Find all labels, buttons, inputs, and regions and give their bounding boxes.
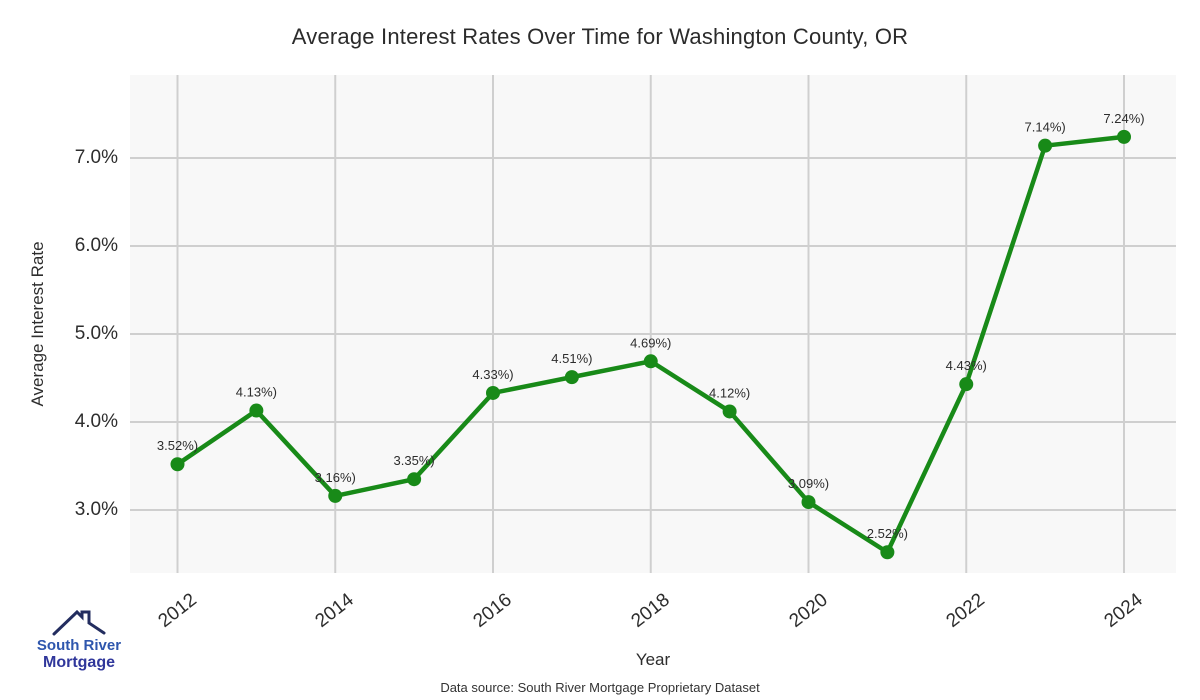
data-point-label: 3.35%) xyxy=(394,453,435,468)
data-point-marker xyxy=(959,377,974,392)
plot-area: 3.52%) 4.13%) 3.16%) 3.35%) 4.33%) 4.51%) 4.69… xyxy=(130,75,1176,573)
data-point-label: 2.52%) xyxy=(867,526,908,541)
data-point-marker xyxy=(1038,138,1053,153)
data-point-label: 4.13%) xyxy=(236,385,277,400)
x-tick-label: 2018 xyxy=(627,589,674,632)
data-point-label: 4.51%) xyxy=(551,351,592,366)
y-tick-label: 4.0% xyxy=(74,411,118,432)
logo-text-line1: South River xyxy=(36,637,122,654)
x-axis-title: Year xyxy=(635,650,671,669)
x-tick-label: 2012 xyxy=(154,589,201,632)
data-point-marker xyxy=(170,457,185,472)
chart-title: Average Interest Rates Over Time for Was… xyxy=(291,24,909,49)
x-tick-label: 2024 xyxy=(1100,589,1147,632)
data-point-label: 4.43%) xyxy=(946,358,987,373)
data-point-marker xyxy=(1117,129,1131,144)
data-point-marker xyxy=(722,404,737,419)
chart-svg: 3.52%) 4.13%) 3.16%) 3.35%) 4.33%) 4.51%) 4.69… xyxy=(130,75,1176,573)
y-tick-label: 6.0% xyxy=(74,235,118,256)
data-point-label: 3.09%) xyxy=(788,476,829,491)
data-point-label: 4.33%) xyxy=(472,367,513,382)
data-point-marker xyxy=(880,545,895,560)
x-tick-label: 2014 xyxy=(311,589,359,632)
data-point-label: 3.52%) xyxy=(157,438,198,453)
house-roof-icon xyxy=(52,610,106,636)
data-point-label: 7.24%) xyxy=(1103,111,1144,126)
data-point-label: 7.14%) xyxy=(1025,120,1066,135)
south-river-mortgage-logo: South River Mortgage xyxy=(14,610,144,672)
data-point-label: 4.12%) xyxy=(709,385,750,400)
x-tick-label: 2020 xyxy=(785,589,832,632)
data-point-marker xyxy=(643,354,658,369)
data-point-label: 4.69%) xyxy=(630,335,671,350)
data-source-note: Data source: South River Mortgage Propri… xyxy=(440,680,760,695)
x-tick-label: 2022 xyxy=(942,589,990,632)
logo-text-line2: Mortgage xyxy=(43,654,115,671)
data-point-marker xyxy=(407,472,422,487)
y-tick-label: 3.0% xyxy=(74,499,118,520)
data-point-marker xyxy=(564,370,579,385)
y-tick-label: 5.0% xyxy=(74,323,118,344)
data-point-marker xyxy=(249,403,264,418)
data-point-marker xyxy=(486,385,500,400)
data-point-label: 3.16%) xyxy=(315,470,356,485)
y-tick-label: 7.0% xyxy=(74,147,118,168)
data-point-marker xyxy=(801,495,816,510)
x-tick-label: 2016 xyxy=(469,589,516,632)
data-point-marker xyxy=(328,488,343,503)
